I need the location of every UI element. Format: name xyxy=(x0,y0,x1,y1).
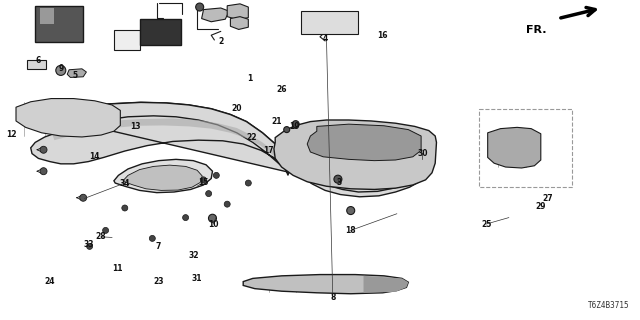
Text: 22: 22 xyxy=(246,133,257,142)
Polygon shape xyxy=(243,275,408,294)
Text: 32: 32 xyxy=(188,252,198,260)
Text: 8: 8 xyxy=(330,293,335,302)
Circle shape xyxy=(334,175,342,183)
Polygon shape xyxy=(202,8,229,22)
Text: 28: 28 xyxy=(96,232,106,241)
Polygon shape xyxy=(364,276,408,293)
Text: 23: 23 xyxy=(154,277,164,286)
Circle shape xyxy=(182,215,189,220)
Circle shape xyxy=(224,201,230,207)
Circle shape xyxy=(196,3,204,11)
Bar xyxy=(479,109,572,187)
Polygon shape xyxy=(307,124,421,161)
Polygon shape xyxy=(114,159,212,193)
Circle shape xyxy=(205,191,212,196)
Text: 27: 27 xyxy=(542,194,552,203)
Polygon shape xyxy=(67,69,86,77)
Circle shape xyxy=(245,180,252,186)
Text: 1: 1 xyxy=(247,74,252,83)
Polygon shape xyxy=(123,165,202,190)
Text: FR.: FR. xyxy=(525,25,546,35)
Circle shape xyxy=(284,127,290,132)
Polygon shape xyxy=(51,118,285,163)
Text: 2: 2 xyxy=(218,37,223,46)
Circle shape xyxy=(149,236,156,241)
Polygon shape xyxy=(31,102,291,175)
Circle shape xyxy=(209,214,216,222)
Text: 4: 4 xyxy=(323,34,328,43)
Text: 18: 18 xyxy=(346,226,356,235)
Bar xyxy=(301,11,358,34)
Bar xyxy=(35,6,83,42)
Circle shape xyxy=(80,194,86,201)
Text: 14: 14 xyxy=(90,152,100,161)
Text: 7: 7 xyxy=(156,242,161,251)
Text: 26: 26 xyxy=(276,85,287,94)
Polygon shape xyxy=(488,127,541,168)
Circle shape xyxy=(213,172,220,178)
Circle shape xyxy=(56,65,66,76)
Polygon shape xyxy=(227,4,248,20)
Text: 17: 17 xyxy=(264,146,274,155)
Bar xyxy=(27,60,46,69)
Bar xyxy=(114,30,140,50)
Text: 20: 20 xyxy=(232,104,242,113)
Circle shape xyxy=(40,168,47,175)
Text: 12: 12 xyxy=(6,130,17,139)
Circle shape xyxy=(86,244,93,249)
Circle shape xyxy=(200,177,207,183)
Circle shape xyxy=(122,205,128,211)
Bar xyxy=(140,19,181,45)
Text: 30: 30 xyxy=(417,149,428,158)
Text: 3: 3 xyxy=(337,178,342,187)
Text: 29: 29 xyxy=(536,202,546,211)
Polygon shape xyxy=(16,99,120,137)
Bar xyxy=(266,144,275,148)
Text: 9: 9 xyxy=(58,64,63,73)
Polygon shape xyxy=(274,120,436,189)
Text: 34: 34 xyxy=(120,179,130,188)
Text: 31: 31 xyxy=(192,274,202,283)
Circle shape xyxy=(292,121,299,128)
Text: 6: 6 xyxy=(36,56,41,65)
Polygon shape xyxy=(282,157,426,197)
Text: 10: 10 xyxy=(208,220,218,228)
Polygon shape xyxy=(230,17,248,29)
Text: 21: 21 xyxy=(271,117,282,126)
Polygon shape xyxy=(40,8,54,24)
Text: 33: 33 xyxy=(83,240,93,249)
Text: 5: 5 xyxy=(73,71,78,80)
Circle shape xyxy=(347,207,355,215)
Text: 24: 24 xyxy=(45,277,55,286)
Text: 19: 19 xyxy=(289,122,300,131)
Text: 16: 16 xyxy=(378,31,388,40)
Text: 11: 11 xyxy=(112,264,122,273)
Text: 25: 25 xyxy=(481,220,492,228)
Text: T6Z4B3715: T6Z4B3715 xyxy=(588,301,630,310)
Circle shape xyxy=(102,228,109,233)
Text: 15: 15 xyxy=(198,178,209,187)
Text: 13: 13 xyxy=(131,122,141,131)
Circle shape xyxy=(40,146,47,153)
